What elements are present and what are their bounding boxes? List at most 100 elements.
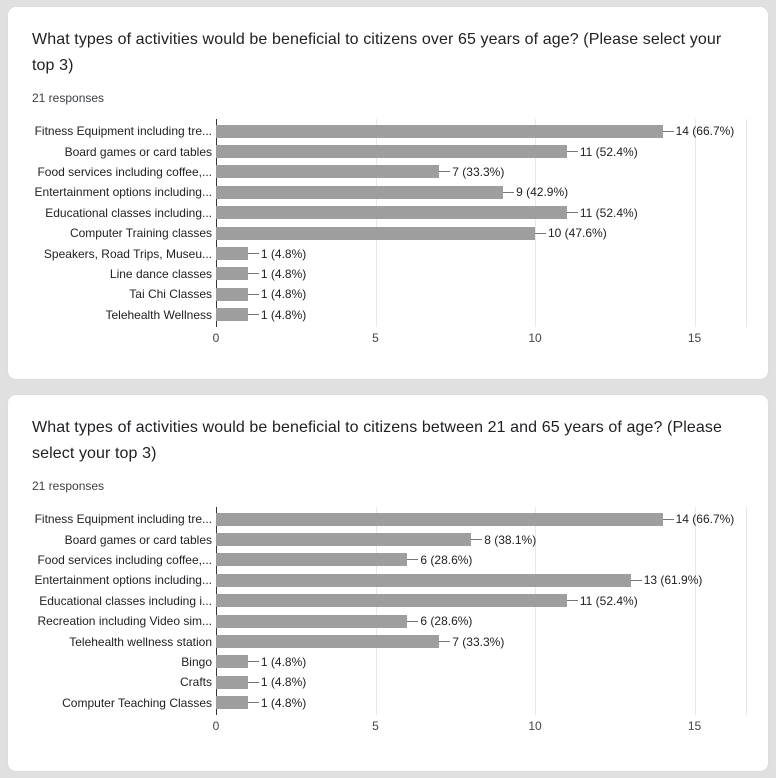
annotation-stem [471,539,483,541]
chart-rows: Fitness Equipment including tre... 14 (66… [32,507,744,713]
y-axis-line [216,119,217,327]
bar [216,206,567,220]
value-label: 1 (4.8%) [260,695,307,710]
x-tick-label: 0 [212,719,220,733]
x-tick-label: 10 [528,331,542,345]
plot-right-boundary [745,119,747,327]
value-label: 10 (47.6%) [548,226,607,241]
bar [216,145,567,159]
gridline [694,119,696,327]
question-card-21-to-65: What types of activities would be benefi… [7,394,769,772]
category-label: Educational classes including i... [39,593,212,608]
category-label: Crafts [179,675,212,690]
category-label: Food services including coffee,... [37,552,212,567]
x-axis: 0 5 10 15 [213,719,747,737]
chart-gridlines [216,119,747,327]
bar-row: Telehealth Wellness 1 (4.8%) [32,305,744,325]
gridline [694,507,696,715]
y-axis-line [216,507,217,715]
annotation-stem [439,171,451,173]
category-label: Fitness Equipment including tre... [34,124,212,139]
x-tick-label: 5 [372,719,379,733]
annotation-stem [247,314,259,316]
response-count: 21 responses [32,479,105,493]
value-label: 6 (28.6%) [420,552,473,567]
bar-row: Computer Teaching Classes 1 (4.8%) [32,693,744,713]
category-label: Board games or card tables [64,532,212,547]
bar-row: Board games or card tables 11 (52.4%) [32,141,744,161]
value-label: 11 (52.4%) [579,144,638,159]
bar-row: Board games or card tables 8 (38.1%) [32,529,744,549]
chart-gridlines [216,507,747,715]
gridline [535,507,536,715]
plot-right-boundary [745,507,747,715]
category-label: Computer Teaching Classes [62,695,212,710]
bar-row: Fitness Equipment including tre... 14 (66… [32,509,744,529]
bar-row: Entertainment options including... 13 (61… [32,570,744,590]
category-label: Fitness Equipment including tre... [34,512,212,527]
value-label: 14 (66.7%) [675,124,735,139]
annotation-stem [247,681,259,683]
bar [216,247,248,261]
bar [216,124,663,138]
category-label: Entertainment options including... [34,573,212,588]
question-title: What types of activities would be benefi… [32,31,722,74]
chart-rows: Fitness Equipment including tre... 14 (66… [32,119,744,325]
annotation-stem [407,620,419,622]
bar [216,185,504,199]
chart-plot-area: Fitness Equipment including tre... 14 (66… [32,507,747,715]
bar [216,553,408,567]
category-label: Line dance classes [109,266,212,281]
value-label: 1 (4.8%) [260,654,307,669]
value-label: 7 (33.3%) [452,634,505,649]
value-label: 8 (38.1%) [484,532,537,547]
bar-row: Entertainment options including... 9 (42.… [32,182,744,202]
value-label: 1 (4.8%) [260,266,307,281]
x-tick-label: 15 [687,331,702,345]
bar [216,655,248,669]
bar-row: Food services including coffee,... 6 (28.… [32,550,744,570]
bar [216,594,567,608]
x-tick-label: 10 [528,719,542,733]
bar [216,533,472,547]
bar-row: Educational classes including... 11 (52.4… [32,203,744,223]
question-card-over-65: What types of activities would be benefi… [7,6,769,380]
bar-row: Speakers, Road Trips, Museu... 1 (4.8%) [32,243,744,263]
bar [216,226,535,240]
annotation-stem [503,191,515,193]
bar [216,512,663,526]
category-label: Telehealth Wellness [105,307,212,322]
bar [216,675,248,689]
x-tick-label: 0 [212,331,220,345]
bar-chart: Fitness Equipment including tre... 14 (66… [32,119,747,349]
annotation-stem [566,212,578,214]
bar-row: Food services including coffee,... 7 (33.… [32,162,744,182]
bar [216,287,248,301]
category-label: Computer Training classes [69,226,212,241]
value-label: 6 (28.6%) [420,614,473,629]
category-label: Entertainment options including... [34,185,212,200]
question-title: What types of activities would be benefi… [32,419,722,462]
annotation-stem [439,641,451,643]
category-label: Speakers, Road Trips, Museu... [43,246,212,261]
annotation-stem [662,130,674,132]
annotation-stem [247,661,259,663]
annotation-stem [566,600,578,602]
annotation-stem [247,253,259,255]
gridline [375,507,377,715]
annotation-stem [247,702,259,704]
x-tick-label: 5 [372,331,379,345]
bar [216,614,408,628]
gridline [535,119,536,327]
annotation-stem [247,273,259,275]
category-label: Telehealth wellness station [69,634,212,649]
category-label: Educational classes including... [45,205,212,220]
bar-row: Tai Chi Classes 1 (4.8%) [32,284,744,304]
value-label: 1 (4.8%) [260,675,307,690]
annotation-stem [407,559,419,561]
bar [216,308,248,322]
category-label: Tai Chi Classes [129,287,212,302]
bar-row: Fitness Equipment including tre... 14 (66… [32,121,744,141]
bar [216,165,440,179]
bar [216,573,631,587]
